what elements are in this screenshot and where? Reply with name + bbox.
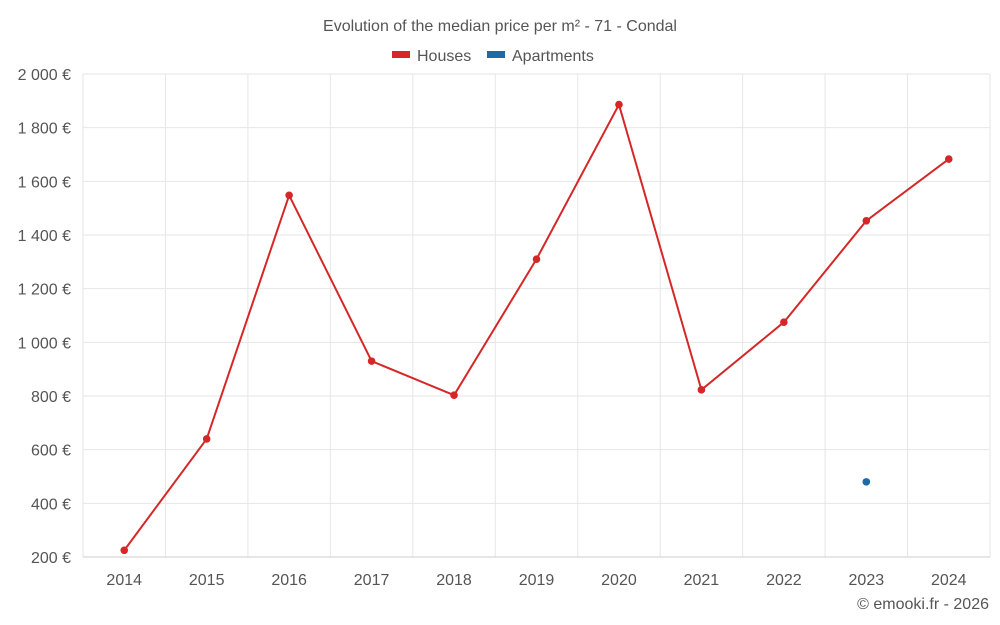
x-tick-label: 2024	[931, 572, 967, 589]
y-tick-label: 1 600 €	[18, 174, 71, 191]
chart-title: Evolution of the median price per m² - 7…	[323, 18, 677, 35]
x-tick-label: 2022	[766, 572, 802, 589]
x-tick-label: 2020	[601, 572, 637, 589]
grid	[82, 73, 991, 558]
series-apartments	[862, 478, 871, 486]
x-tick-label: 2016	[271, 572, 307, 589]
legend-swatch	[487, 51, 505, 58]
y-tick-label: 200 €	[31, 550, 71, 567]
data-point[interactable]	[780, 318, 788, 327]
y-tick-label: 2 000 €	[18, 67, 71, 84]
x-tick-label: 2019	[519, 572, 555, 589]
data-point[interactable]	[697, 386, 706, 394]
data-point[interactable]	[367, 357, 376, 365]
x-tick-label: 2018	[436, 572, 472, 589]
data-point[interactable]	[532, 255, 541, 263]
data-point[interactable]	[285, 191, 293, 200]
series-houses	[120, 100, 953, 555]
y-tick-label: 400 €	[31, 496, 71, 513]
x-tick-label: 2017	[354, 572, 390, 589]
legend-item-apartments[interactable]: Apartments	[487, 48, 594, 65]
x-tick-label: 2021	[684, 572, 720, 589]
y-tick-label: 1 200 €	[18, 282, 71, 299]
data-point[interactable]	[862, 478, 871, 486]
legend-label: Apartments	[512, 48, 594, 65]
x-tick-label: 2014	[106, 572, 142, 589]
y-tick-label: 1 400 €	[18, 228, 71, 245]
y-tick-label: 800 €	[31, 389, 71, 406]
legend-swatch	[392, 51, 410, 58]
y-axis: 200 € 400 € 600 € 800 € 1 000 € 1 200 € 1 400 …	[18, 67, 71, 567]
legend-item-houses[interactable]: Houses	[392, 48, 471, 65]
data-point[interactable]	[120, 546, 129, 555]
legend-label: Houses	[417, 48, 471, 65]
legend: Houses Apartments	[392, 48, 594, 65]
y-tick-label: 1 000 €	[18, 335, 71, 352]
credit-text: © emooki.fr - 2026	[857, 596, 989, 613]
data-point[interactable]	[944, 155, 953, 163]
x-tick-label: 2023	[849, 572, 885, 589]
y-tick-label: 600 €	[31, 443, 71, 460]
series-layer	[120, 100, 953, 555]
y-tick-label: 1 800 €	[18, 121, 71, 138]
data-point[interactable]	[450, 391, 458, 399]
data-point[interactable]	[615, 100, 623, 109]
x-tick-label: 2015	[189, 572, 225, 589]
x-axis: 2014 2015 2016 2017 2018 2019 2020 2021 2022 2023…	[106, 572, 966, 589]
data-point[interactable]	[862, 216, 871, 225]
data-point[interactable]	[202, 435, 211, 443]
